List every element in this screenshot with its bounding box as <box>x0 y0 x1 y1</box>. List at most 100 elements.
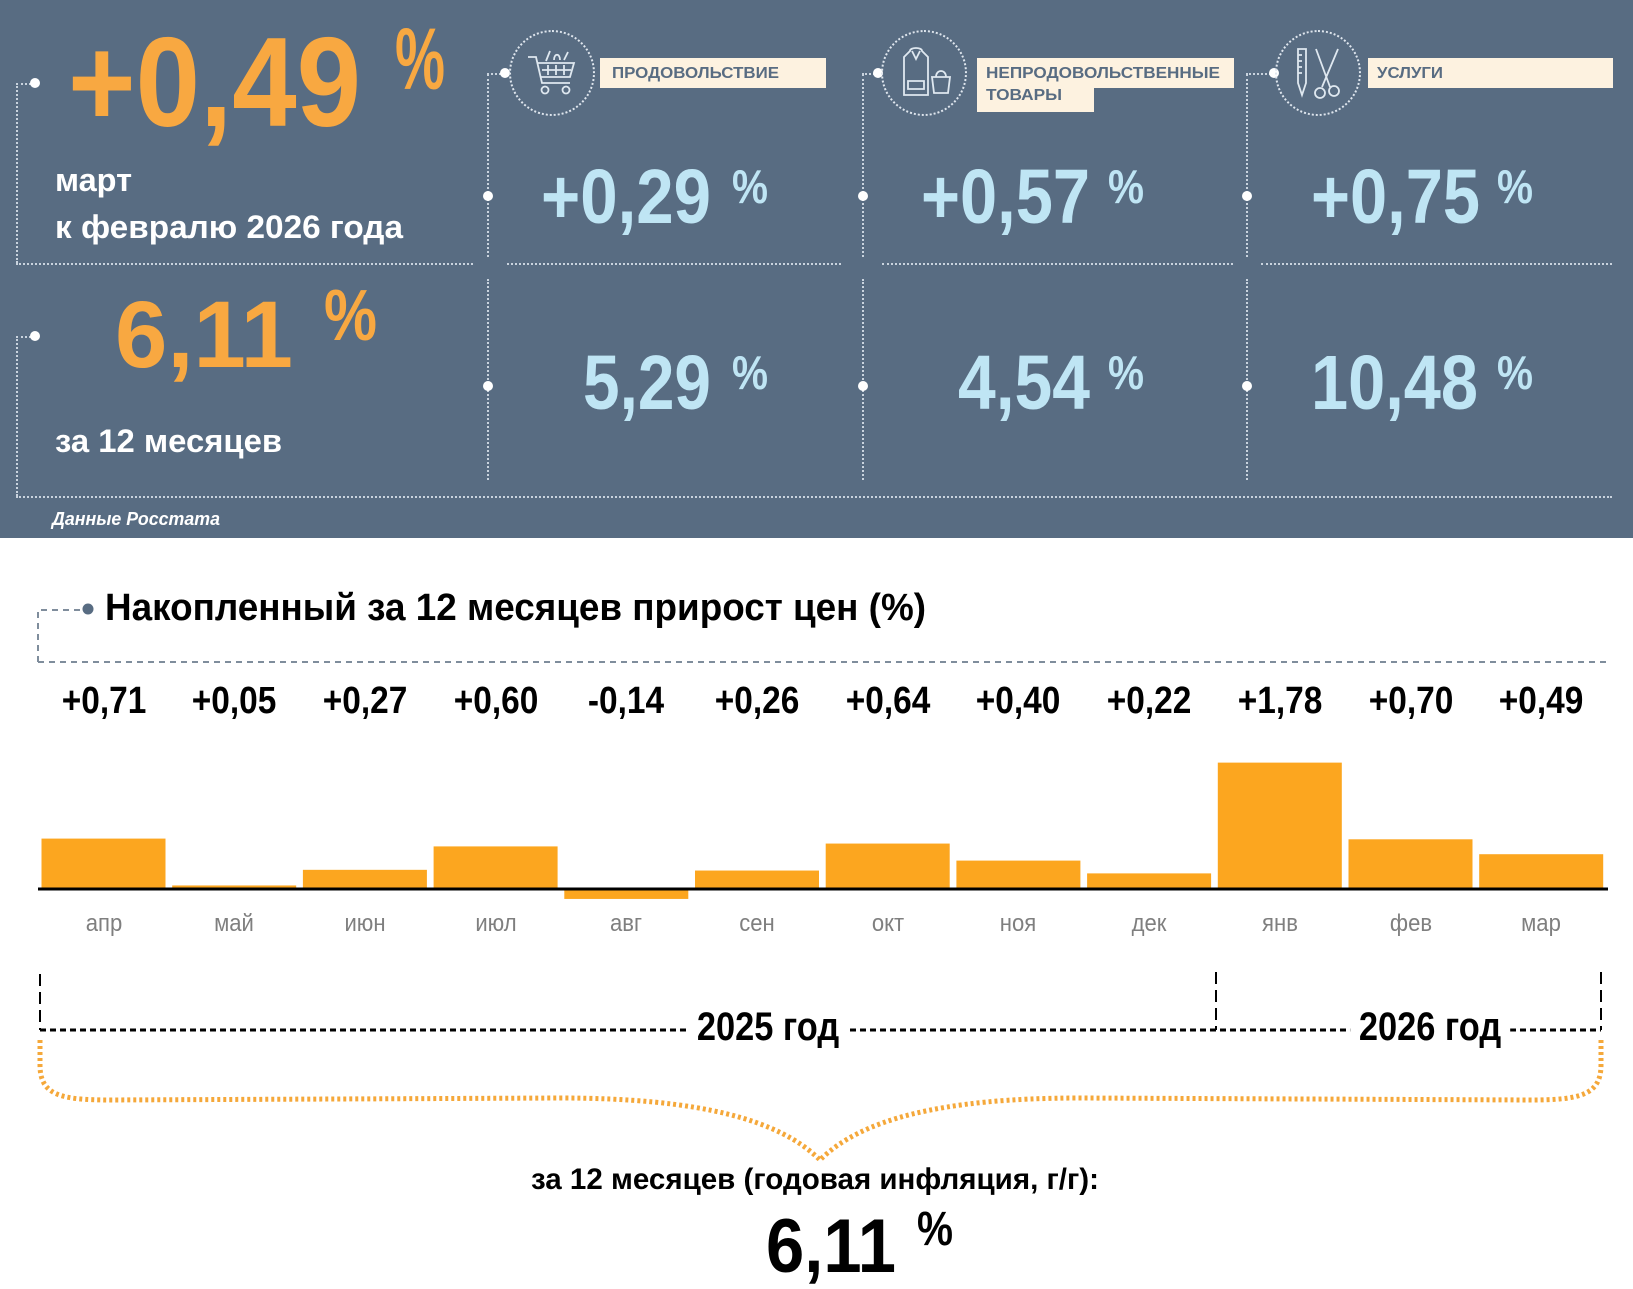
frame-line <box>1246 73 1274 75</box>
services-annual-unit: % <box>1497 346 1533 399</box>
category-label-nonfood <box>977 58 1234 88</box>
services-monthly-value: +0,75 <box>1311 154 1480 240</box>
bar-value-label: +0,64 <box>845 680 930 722</box>
bar-value-label: +0,60 <box>453 680 538 722</box>
frame-line <box>487 74 489 257</box>
frame-line <box>487 73 505 75</box>
month-tick-label: фев <box>1389 910 1432 937</box>
category-label-nonfood-line2 <box>977 87 1094 112</box>
annual-summary-unit: % <box>917 1203 953 1256</box>
monthly-period-base: к февралю 2026 года <box>55 209 403 245</box>
bar-value-label: +0,27 <box>322 680 408 722</box>
bullet-dot <box>858 381 868 391</box>
title-frame-line <box>37 609 84 662</box>
nonfood-annual-unit: % <box>1108 346 1144 399</box>
year-divider-line <box>39 972 1602 1030</box>
frame-line <box>16 83 18 263</box>
frame-line <box>862 74 864 257</box>
annual-inflation-unit: % <box>324 276 377 356</box>
food-annual-unit: % <box>732 346 768 399</box>
bar-series <box>41 762 1604 899</box>
category-label-text: ТОВАРЫ <box>986 87 1062 104</box>
clothing-bag-icon <box>881 30 967 116</box>
bar-value-label: +0,71 <box>61 680 146 722</box>
annual-summary-label: за 12 месяцев (годовая инфляция, г/г): <box>531 1163 1099 1196</box>
frame-line <box>1261 263 1612 265</box>
summary-panel <box>0 0 1633 538</box>
frame-line <box>1246 279 1248 480</box>
bar-5 <box>695 870 819 889</box>
food-monthly-value: +0,29 <box>541 154 711 240</box>
annual-inflation-value: 6,11 <box>115 282 293 388</box>
brace-right <box>818 1040 1604 1162</box>
food-annual-value: 5,29 <box>583 340 711 426</box>
bullet-dot <box>483 381 493 391</box>
category-label-food <box>600 58 826 88</box>
frame-line <box>16 263 473 265</box>
monthly-inflation-unit: % <box>395 11 445 108</box>
food-monthly-unit: % <box>732 160 768 213</box>
bullet-dot <box>483 191 493 201</box>
bar-value-label: -0,14 <box>588 680 665 722</box>
monthly-period-month: март <box>55 162 132 198</box>
services-annual-value: 10,48 <box>1311 340 1478 426</box>
monthly-inflation-value: +0,49 <box>68 11 361 153</box>
month-tick-label: ноя <box>1000 910 1037 937</box>
year-label-2026: 2026 год <box>1350 1007 1510 1047</box>
bar-value-label: +0,70 <box>1368 680 1453 722</box>
month-tick-label: июл <box>474 910 517 937</box>
frame-line <box>1246 74 1248 257</box>
bar-0 <box>41 838 166 889</box>
month-tick-label: дек <box>1131 910 1167 937</box>
bar-10 <box>1348 839 1473 889</box>
bar-value-label: +0,05 <box>191 680 277 722</box>
bar-2 <box>302 869 427 889</box>
bullet-dot <box>30 331 40 341</box>
bullet-dot <box>1242 381 1252 391</box>
nonfood-monthly-unit: % <box>1108 160 1144 213</box>
nonfood-monthly-value: +0,57 <box>921 154 1090 240</box>
annual-period-label: за 12 месяцев <box>55 423 282 459</box>
annual-summary-value: 6,11 <box>766 1204 896 1289</box>
bar-value-label: +0,49 <box>1498 680 1584 722</box>
frame-line <box>16 496 1612 498</box>
month-tick-label: июн <box>344 910 386 937</box>
bar-value-label: +0,26 <box>714 680 800 722</box>
bullet-dot <box>30 78 40 88</box>
bullet-dot <box>873 68 883 78</box>
bar-4 <box>564 889 689 899</box>
bar-3 <box>433 846 558 889</box>
frame-line <box>16 83 35 85</box>
month-tick-label: май <box>214 910 255 937</box>
frame-line <box>16 336 18 496</box>
bar-8 <box>1087 873 1212 889</box>
chart-title: Накопленный за 12 месяцев прирост цен (%… <box>105 587 926 629</box>
bar-9 <box>1217 762 1342 889</box>
month-tick-label: авг <box>610 910 643 937</box>
bar-1 <box>172 885 297 889</box>
bar-6 <box>825 843 950 889</box>
shopping-cart-icon <box>509 30 595 116</box>
frame-line <box>882 263 1233 265</box>
month-tick-label: янв <box>1261 910 1298 937</box>
category-label-text: УСЛУГИ <box>1377 65 1443 82</box>
month-tick-label: мар <box>1521 910 1562 937</box>
category-label-services <box>1368 58 1613 88</box>
nonfood-annual-value: 4,54 <box>958 340 1090 426</box>
category-label-text: НЕПРОДОВОЛЬСТВЕННЫЕ <box>986 65 1220 82</box>
comb-scissors-icon <box>1275 30 1361 116</box>
bar-value-label: +0,40 <box>976 680 1061 722</box>
brace-left <box>37 1040 822 1162</box>
bullet-dot <box>1242 191 1252 201</box>
bar-value-label: +0,22 <box>1106 680 1192 722</box>
bullet-dot <box>1269 68 1279 78</box>
source-note: Данные Росстата <box>52 509 220 529</box>
bar-value-label: +1,78 <box>1237 680 1323 722</box>
frame-line <box>507 263 841 265</box>
bullet-dot <box>500 68 510 78</box>
month-tick-label: апр <box>85 910 122 937</box>
category-label-text: ПРОДОВОЛЬСТВИЕ <box>612 65 779 82</box>
frame-line <box>862 73 878 75</box>
bar-7 <box>956 860 1081 889</box>
